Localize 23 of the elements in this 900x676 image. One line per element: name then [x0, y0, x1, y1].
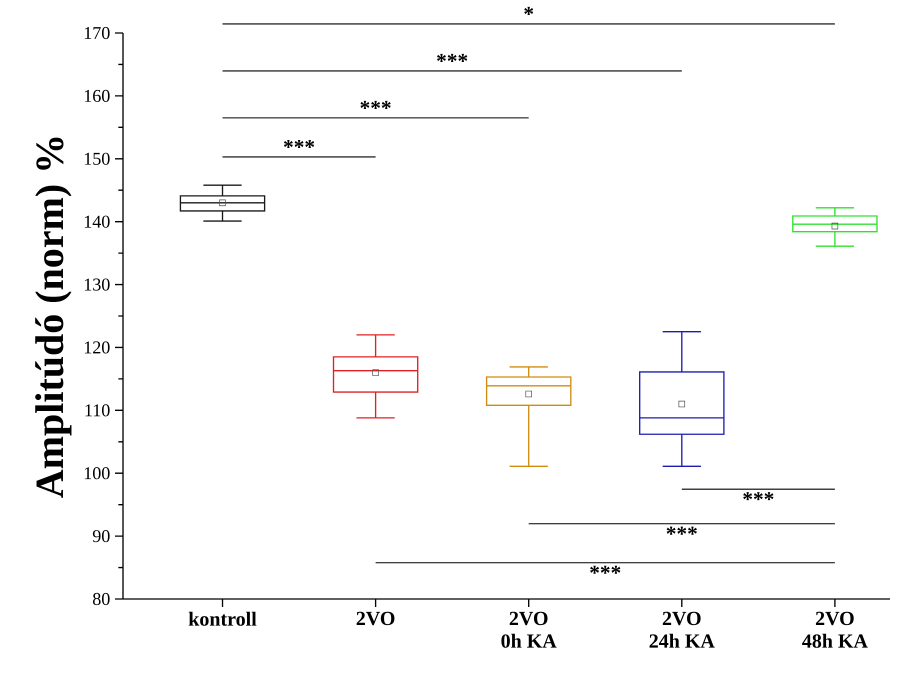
annotation: *** [590, 566, 620, 574]
y-tick-label: 110 [86, 404, 110, 416]
annotation: *** [360, 100, 391, 109]
y-tick-label: 150 [84, 152, 110, 165]
y-tick-label: 170 [84, 26, 110, 40]
y-tick-label: 80 [92, 592, 110, 606]
x-tick-label: 2VO 48h KA [802, 612, 868, 648]
annotation: *** [284, 140, 314, 148]
y-tick-label: 90 [92, 530, 110, 542]
y-tick-label: 120 [84, 341, 110, 354]
annotation: *** [743, 492, 774, 500]
x-tick-label: kontroll [188, 612, 256, 626]
y-tick-label: 100 [84, 467, 110, 480]
y-tick-label: 140 [84, 216, 110, 228]
x-tick-label: 2VO 0h KA [501, 612, 557, 648]
y-tick-label: 160 [84, 90, 110, 102]
annotation: *** [437, 54, 468, 62]
annotation: *** [666, 526, 697, 535]
text: * [524, 6, 534, 15]
x-tick-label: 2VO [356, 612, 394, 626]
x-tick-label: 2VO 24h KA [650, 612, 715, 648]
y-tick-label: 130 [84, 278, 110, 291]
y-axis-title: Amplitúdó (norm) % [35, 138, 72, 498]
